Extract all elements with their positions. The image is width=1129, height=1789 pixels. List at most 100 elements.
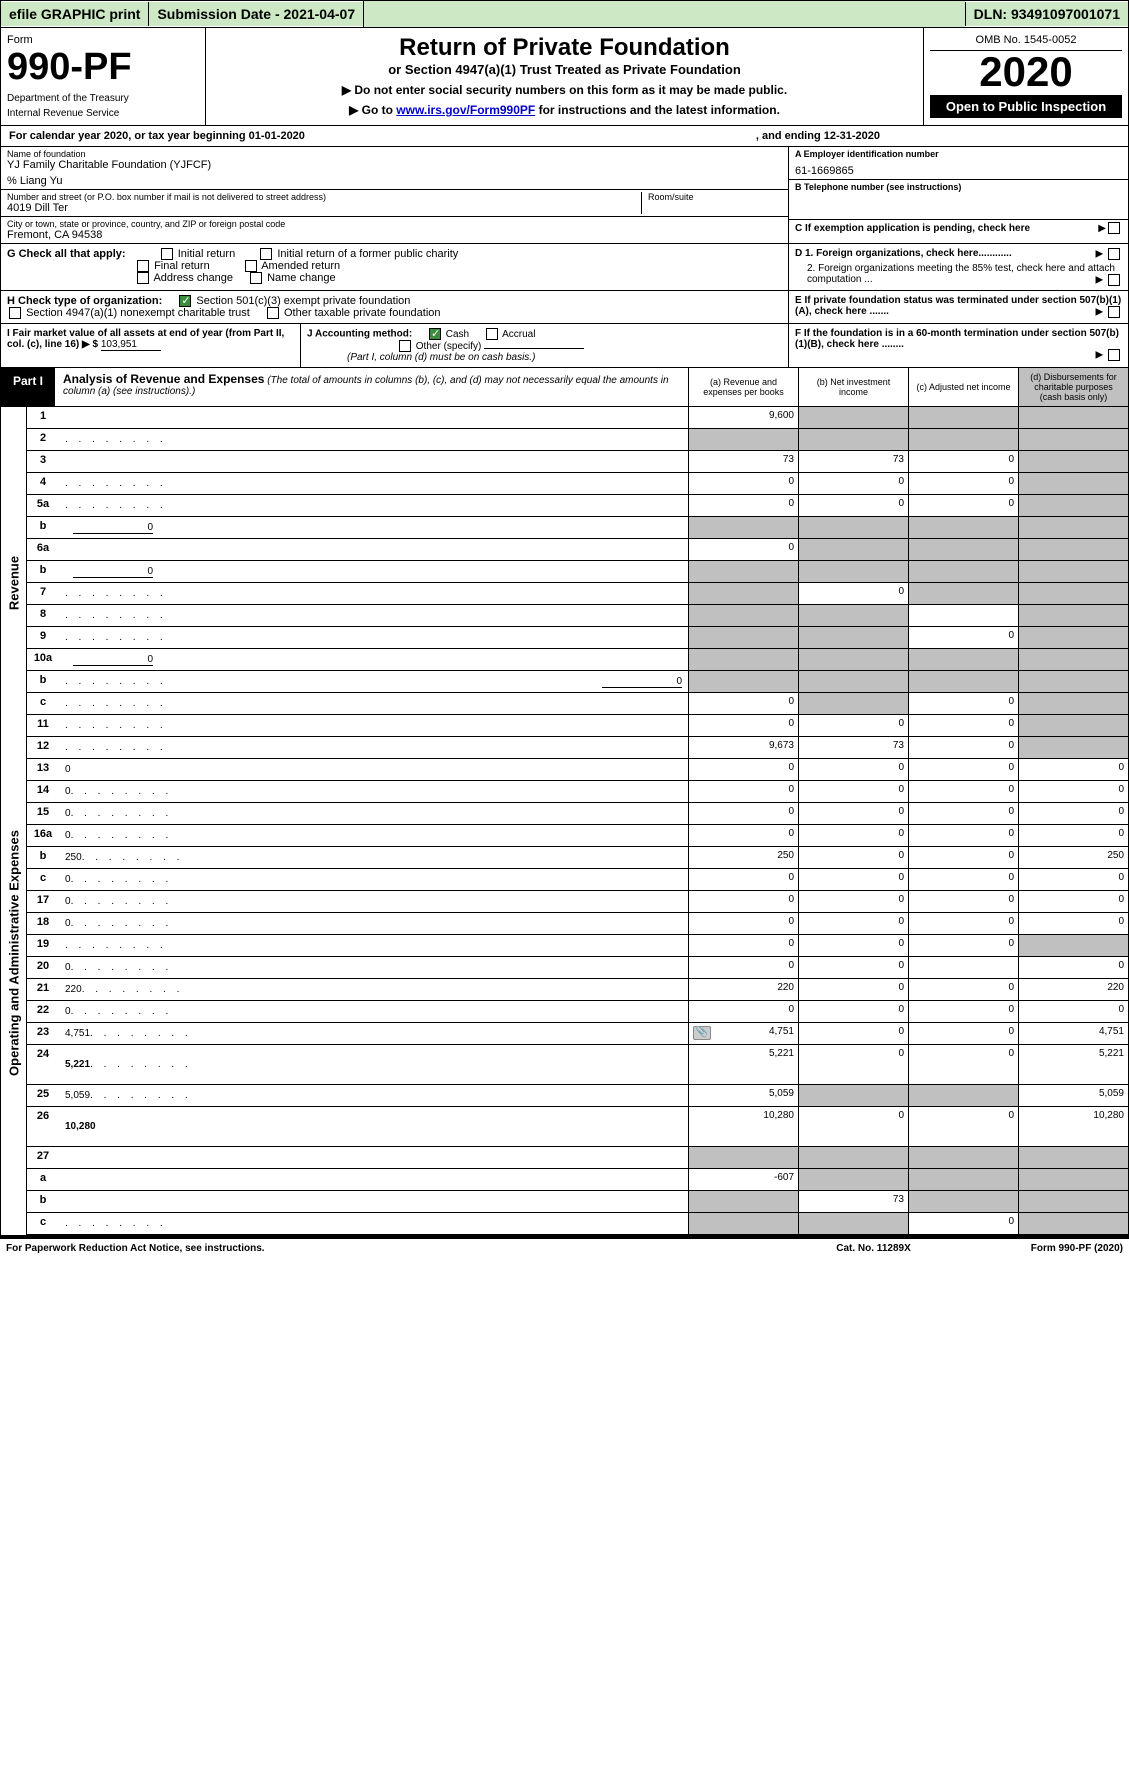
row-desc: 0 [59, 517, 688, 538]
table-row: 4 . . . . . . . .000 [27, 473, 1129, 495]
form-label: Form [7, 34, 199, 46]
cell-c: 0 [908, 693, 1018, 714]
dots: . . . . . . . . [65, 478, 682, 489]
row-number: 24 [27, 1045, 59, 1084]
g-addr-checkbox[interactable] [137, 272, 149, 284]
dots: . . . . . . . . [65, 676, 594, 687]
c-checkbox[interactable] [1108, 222, 1120, 234]
g-amended-checkbox[interactable] [245, 260, 257, 272]
cell-b: 0 [798, 869, 908, 890]
room-cell: Room/suite [642, 192, 782, 214]
form-header: Form 990-PF Department of the Treasury I… [0, 28, 1129, 126]
d1-checkbox[interactable] [1108, 248, 1120, 260]
table-row: b0 [27, 517, 1129, 539]
cell-d: 0 [1018, 1001, 1128, 1022]
cell-b [798, 671, 908, 692]
table-row: 19,600 [27, 407, 1129, 429]
g-row: G Check all that apply: Initial return I… [0, 244, 1129, 291]
cell-a [688, 583, 798, 604]
cell-b [798, 693, 908, 714]
cell-b [798, 1085, 908, 1106]
cell-c: 0 [908, 1023, 1018, 1044]
row-number: 2 [27, 429, 59, 450]
topbar: efile GRAPHIC print Submission Date - 20… [0, 0, 1129, 28]
row-desc [59, 451, 688, 472]
tax-year: 2020 [930, 51, 1122, 93]
d2-checkbox[interactable] [1108, 274, 1120, 286]
table-row: 150 . . . . . . . .0000 [27, 803, 1129, 825]
cell-d [1018, 495, 1128, 516]
cell-a: 0 [688, 781, 798, 802]
g-final-checkbox[interactable] [137, 260, 149, 272]
cell-d [1018, 1169, 1128, 1190]
row-desc: . . . . . . . . [59, 693, 688, 714]
cell-c: 0 [908, 935, 1018, 956]
dots: . . . . . . . . [71, 808, 682, 819]
g-left: G Check all that apply: Initial return I… [1, 244, 788, 290]
table-row: b . . . . . . . .0 [27, 671, 1129, 693]
cell-d: 0 [1018, 825, 1128, 846]
cell-a [688, 1191, 798, 1212]
table-row: 11 . . . . . . . .000 [27, 715, 1129, 737]
j-other-checkbox[interactable] [399, 340, 411, 352]
f-checkbox[interactable] [1108, 349, 1120, 361]
table-row: b0 [27, 561, 1129, 583]
row-desc: 250 . . . . . . . . [59, 847, 688, 868]
expenses-side-label: Operating and Administrative Expenses [1, 759, 27, 1147]
row-desc [59, 539, 688, 560]
row-number: 19 [27, 935, 59, 956]
cell-b: 0 [798, 957, 908, 978]
row-desc: 0 . . . . . . . . [59, 781, 688, 802]
cell-b: 0 [798, 473, 908, 494]
dots: . . . . . . . . [90, 1090, 682, 1101]
cell-a [688, 649, 798, 670]
cell-c: 0 [908, 473, 1018, 494]
row-desc: 0 [59, 561, 688, 582]
row-number: 5a [27, 495, 59, 516]
j-accrual-checkbox[interactable] [486, 328, 498, 340]
cell-d: 0 [1018, 891, 1128, 912]
row-desc: 220 . . . . . . . . [59, 979, 688, 1000]
cell-c [908, 1169, 1018, 1190]
cell-a: 0 [688, 957, 798, 978]
g-initial-former-checkbox[interactable] [260, 248, 272, 260]
cell-d: 0 [1018, 869, 1128, 890]
h-501-checkbox[interactable] [179, 295, 191, 307]
col-c-header: (c) Adjusted net income [908, 368, 1018, 406]
h-4947-checkbox[interactable] [9, 307, 21, 319]
cell-c: 0 [908, 1213, 1018, 1234]
row-number: 9 [27, 627, 59, 648]
topbar-spacer [363, 1, 965, 27]
form-link[interactable]: www.irs.gov/Form990PF [396, 103, 535, 117]
h-other-checkbox[interactable] [267, 307, 279, 319]
d-right: D 1. Foreign organizations, check here..… [788, 244, 1128, 290]
row-number: 21 [27, 979, 59, 1000]
cell-d: 0 [1018, 803, 1128, 824]
row-number: 3 [27, 451, 59, 472]
cell-c: 0 [908, 781, 1018, 802]
cell-c: 0 [908, 913, 1018, 934]
e-checkbox[interactable] [1108, 306, 1120, 318]
attachment-icon[interactable]: 📎 [693, 1026, 711, 1040]
open-inspection: Open to Public Inspection [930, 95, 1122, 118]
g-initial-checkbox[interactable] [161, 248, 173, 260]
row-number: 1 [27, 407, 59, 428]
row-number: 6a [27, 539, 59, 560]
g-name-checkbox[interactable] [250, 272, 262, 284]
row-number: b [27, 517, 59, 538]
dots: . . . . . . . . [90, 1028, 682, 1039]
table-row: 170 . . . . . . . .0000 [27, 891, 1129, 913]
cell-a [688, 561, 798, 582]
cell-d [1018, 649, 1128, 670]
row-desc: . . . . . . . . [59, 715, 688, 736]
cell-a: 73 [688, 451, 798, 472]
header-right: OMB No. 1545-0052 2020 Open to Public In… [923, 28, 1128, 125]
ein-cell: A Employer identification number 61-1669… [789, 147, 1128, 180]
table-row: 200 . . . . . . . .000 [27, 957, 1129, 979]
cell-c: 0 [908, 1107, 1018, 1146]
row-desc: . . . . . . . . [59, 429, 688, 450]
cell-a: 5,221 [688, 1045, 798, 1084]
calyear-begin: For calendar year 2020, or tax year begi… [9, 130, 756, 142]
j-cash-checkbox[interactable] [429, 328, 441, 340]
cell-a: 0 [688, 891, 798, 912]
